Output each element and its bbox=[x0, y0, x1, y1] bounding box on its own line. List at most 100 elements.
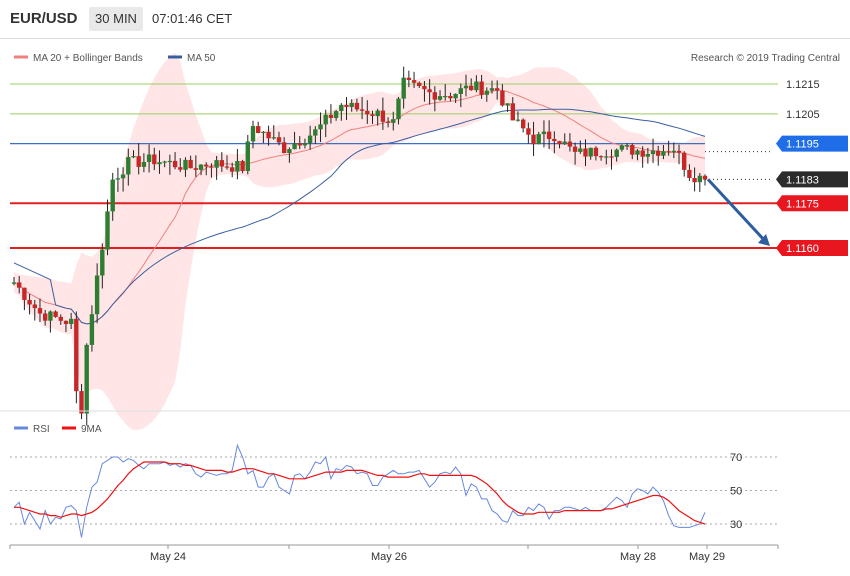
candle-body bbox=[178, 167, 183, 170]
candle bbox=[11, 277, 17, 286]
candle bbox=[635, 149, 640, 161]
candle-body bbox=[671, 150, 676, 153]
candle-body bbox=[640, 150, 645, 157]
candle-body bbox=[328, 114, 334, 118]
candle bbox=[458, 83, 463, 108]
candle bbox=[474, 75, 479, 93]
candle-body bbox=[614, 149, 619, 157]
time-tick-label: May 29 bbox=[689, 551, 725, 563]
candle bbox=[515, 111, 521, 122]
candle bbox=[136, 143, 141, 175]
candle-body bbox=[219, 160, 224, 167]
candle bbox=[105, 199, 110, 256]
level-label-1.1175: 1.1175 bbox=[786, 198, 819, 210]
candle-body bbox=[391, 119, 396, 123]
candle-body bbox=[687, 169, 692, 178]
level-tag-bg bbox=[776, 135, 848, 152]
candle-body bbox=[370, 114, 375, 116]
candle bbox=[37, 298, 43, 323]
level-tag-1.1195: 1.1195 bbox=[776, 135, 848, 152]
candle bbox=[198, 164, 204, 176]
candle bbox=[557, 140, 562, 149]
candle-body bbox=[521, 119, 526, 129]
candle bbox=[256, 121, 261, 134]
rsi-grid: 70 50 30 bbox=[10, 452, 778, 531]
candle bbox=[432, 86, 437, 112]
candle bbox=[193, 155, 198, 177]
interval-button[interactable]: 30 MIN bbox=[89, 7, 143, 31]
candle bbox=[219, 152, 224, 172]
candle-body bbox=[157, 162, 162, 165]
candle bbox=[271, 125, 276, 140]
candle bbox=[598, 155, 604, 161]
candle bbox=[500, 84, 505, 107]
candle bbox=[89, 305, 95, 352]
candle bbox=[214, 156, 219, 180]
candle bbox=[396, 96, 401, 125]
candle bbox=[666, 140, 671, 156]
candle-body bbox=[110, 179, 115, 212]
candle bbox=[619, 144, 625, 152]
candle-body bbox=[536, 134, 541, 145]
candle bbox=[209, 163, 214, 178]
candle bbox=[604, 149, 609, 165]
time-axis: May 24 May 26 May 28 May 29 bbox=[9, 544, 779, 563]
candle bbox=[546, 120, 552, 150]
candle bbox=[562, 133, 567, 146]
candle bbox=[645, 147, 650, 164]
candle bbox=[230, 162, 235, 178]
candle bbox=[583, 139, 588, 166]
candle bbox=[344, 97, 349, 120]
candle bbox=[443, 84, 448, 101]
candle bbox=[489, 80, 495, 94]
candle bbox=[417, 81, 422, 88]
candle-body bbox=[578, 148, 583, 152]
main-chart: 1.1215 1.1205 1.1195 1.1183 1.1175 1.1160 bbox=[10, 52, 848, 431]
level-tag-1.1183: 1.1183 bbox=[776, 171, 848, 188]
candle-body bbox=[136, 156, 141, 167]
candle bbox=[282, 137, 287, 154]
candle-body bbox=[572, 146, 578, 152]
candle-body bbox=[235, 161, 240, 172]
candle-body bbox=[635, 150, 640, 155]
candle-body bbox=[489, 88, 495, 91]
candle bbox=[463, 74, 469, 97]
candle bbox=[692, 167, 697, 192]
candle-body bbox=[302, 143, 308, 146]
candle bbox=[572, 142, 578, 165]
candle bbox=[365, 100, 370, 124]
candle bbox=[702, 174, 708, 186]
candle bbox=[656, 145, 661, 166]
candle-body bbox=[126, 157, 131, 175]
candle bbox=[640, 146, 645, 168]
candle-body bbox=[152, 154, 157, 165]
candle bbox=[661, 145, 666, 160]
candle-body bbox=[567, 141, 573, 147]
candle-body bbox=[401, 77, 406, 99]
candle bbox=[495, 80, 500, 100]
candle-body bbox=[557, 141, 562, 145]
candle bbox=[287, 147, 292, 163]
candle-body bbox=[100, 249, 105, 276]
candle-body bbox=[307, 135, 313, 144]
candle-body bbox=[583, 148, 588, 157]
candle bbox=[307, 125, 313, 150]
candle bbox=[120, 167, 126, 192]
candle bbox=[313, 126, 318, 145]
candle bbox=[297, 136, 302, 150]
forecast-arrow bbox=[706, 178, 770, 246]
candle bbox=[63, 320, 69, 333]
candle-body bbox=[609, 156, 614, 158]
candle-body bbox=[645, 154, 650, 157]
candle bbox=[84, 343, 89, 426]
candle bbox=[567, 133, 573, 152]
candle-body bbox=[469, 85, 474, 91]
candle bbox=[453, 93, 458, 103]
candle-body bbox=[437, 96, 443, 100]
candle bbox=[261, 131, 266, 143]
candle bbox=[526, 122, 531, 144]
candle-body bbox=[69, 318, 74, 324]
candle-body bbox=[604, 156, 609, 158]
candle-body bbox=[422, 86, 427, 90]
candle-body bbox=[526, 128, 531, 135]
